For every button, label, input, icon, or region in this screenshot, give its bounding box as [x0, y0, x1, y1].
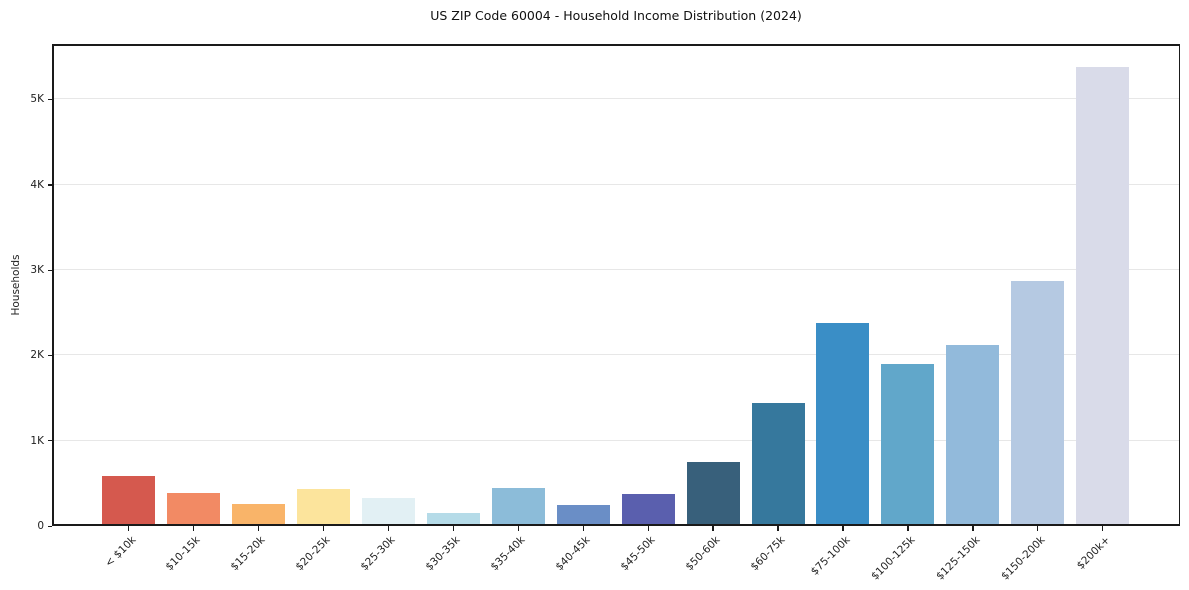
gridline-4k: [52, 183, 1180, 185]
x-tick-label-60-75k: $60-75k: [748, 534, 788, 574]
plot-border-left: [52, 44, 54, 526]
x-tick-mark-20-25k: [322, 526, 325, 531]
y-tick-mark-4k: [48, 184, 52, 186]
x-tick-label-200k: $200k+: [1074, 534, 1113, 572]
gridline-1k: [52, 439, 1180, 441]
plot-border-right: [1178, 44, 1180, 526]
plot-border-top: [52, 44, 1180, 46]
x-tick-mark-75-100k: [842, 526, 844, 531]
x-tick-mark-10-15k: [192, 526, 195, 531]
y-tick-label-5k: 5K: [30, 93, 44, 106]
bar-35-40k: [491, 488, 545, 526]
bar-200k: [1076, 67, 1130, 526]
bar-60-75k: [751, 403, 805, 526]
y-tick-label-2k: 2K: [30, 349, 44, 362]
x-axis-line: [52, 524, 1180, 526]
gridline-2k: [52, 354, 1180, 356]
x-tick-label-10-15k: $10-15k: [163, 534, 203, 574]
x-tick-label-20-25k: $20-25k: [293, 534, 333, 574]
x-tick-mark-200k: [1102, 526, 1104, 531]
x-tick-label-40-45k: $40-45k: [553, 534, 593, 574]
x-tick-mark-125-150k: [972, 526, 974, 531]
x-tick-mark-10k: [127, 526, 130, 531]
chart-title: US ZIP Code 60004 - Household Income Dis…: [430, 8, 802, 23]
bar-25-30k: [361, 498, 415, 526]
x-tick-mark-30-35k: [452, 526, 454, 531]
x-tick-label-125-150k: $125-150k: [933, 534, 983, 583]
y-tick-mark-2k: [48, 354, 52, 357]
plot-area: [52, 44, 1180, 526]
x-tick-label-35-40k: $35-40k: [488, 534, 528, 574]
x-tick-label-50-60k: $50-60k: [683, 534, 723, 574]
x-tick-label-100-125k: $100-125k: [868, 534, 918, 583]
x-tick-mark-45-50k: [647, 526, 649, 531]
y-tick-label-3k: 3K: [30, 264, 44, 277]
x-tick-mark-60-75k: [777, 526, 779, 531]
bar-10-15k: [166, 493, 220, 526]
x-tick-mark-40-45k: [582, 526, 584, 531]
x-tick-mark-150-200k: [1037, 526, 1039, 531]
y-tick-mark-1k: [48, 440, 52, 442]
bar-50-60k: [686, 462, 740, 526]
y-tick-mark-3k: [48, 269, 52, 271]
y-tick-mark-0: [48, 525, 52, 527]
x-tick-label-150-200k: $150-200k: [998, 534, 1048, 583]
y-tick-label-4k: 4K: [30, 178, 44, 191]
bar-10k: [102, 476, 155, 526]
x-tick-label-10k: < $10k: [102, 534, 138, 570]
gridline-3k: [52, 269, 1180, 271]
bar-20-25k: [296, 489, 350, 526]
bar-100-125k: [881, 363, 935, 526]
bar-75-100k: [816, 322, 870, 526]
bar-150-200k: [1011, 280, 1065, 526]
x-tick-label-75-100k: $75-100k: [808, 534, 853, 578]
bar-30-35k: [426, 512, 480, 526]
bar-15-20k: [231, 503, 285, 526]
y-tick-label-0: 0: [37, 520, 44, 532]
bar-45-50k: [621, 494, 675, 526]
x-tick-mark-50-60k: [712, 526, 714, 531]
x-tick-label-25-30k: $25-30k: [358, 534, 398, 574]
x-tick-mark-35-40k: [517, 526, 519, 531]
x-tick-mark-15-20k: [257, 526, 260, 531]
bar-40-45k: [556, 504, 610, 526]
x-tick-mark-25-30k: [387, 526, 389, 531]
bar-125-150k: [946, 344, 1000, 526]
y-tick-label-1k: 1K: [30, 434, 44, 447]
x-tick-label-45-50k: $45-50k: [618, 534, 658, 574]
y-tick-mark-5k: [48, 98, 52, 101]
x-tick-label-30-35k: $30-35k: [423, 534, 463, 574]
x-tick-mark-100-125k: [907, 526, 909, 531]
gridline-5k: [52, 98, 1180, 100]
x-tick-label-15-20k: $15-20k: [228, 534, 268, 574]
